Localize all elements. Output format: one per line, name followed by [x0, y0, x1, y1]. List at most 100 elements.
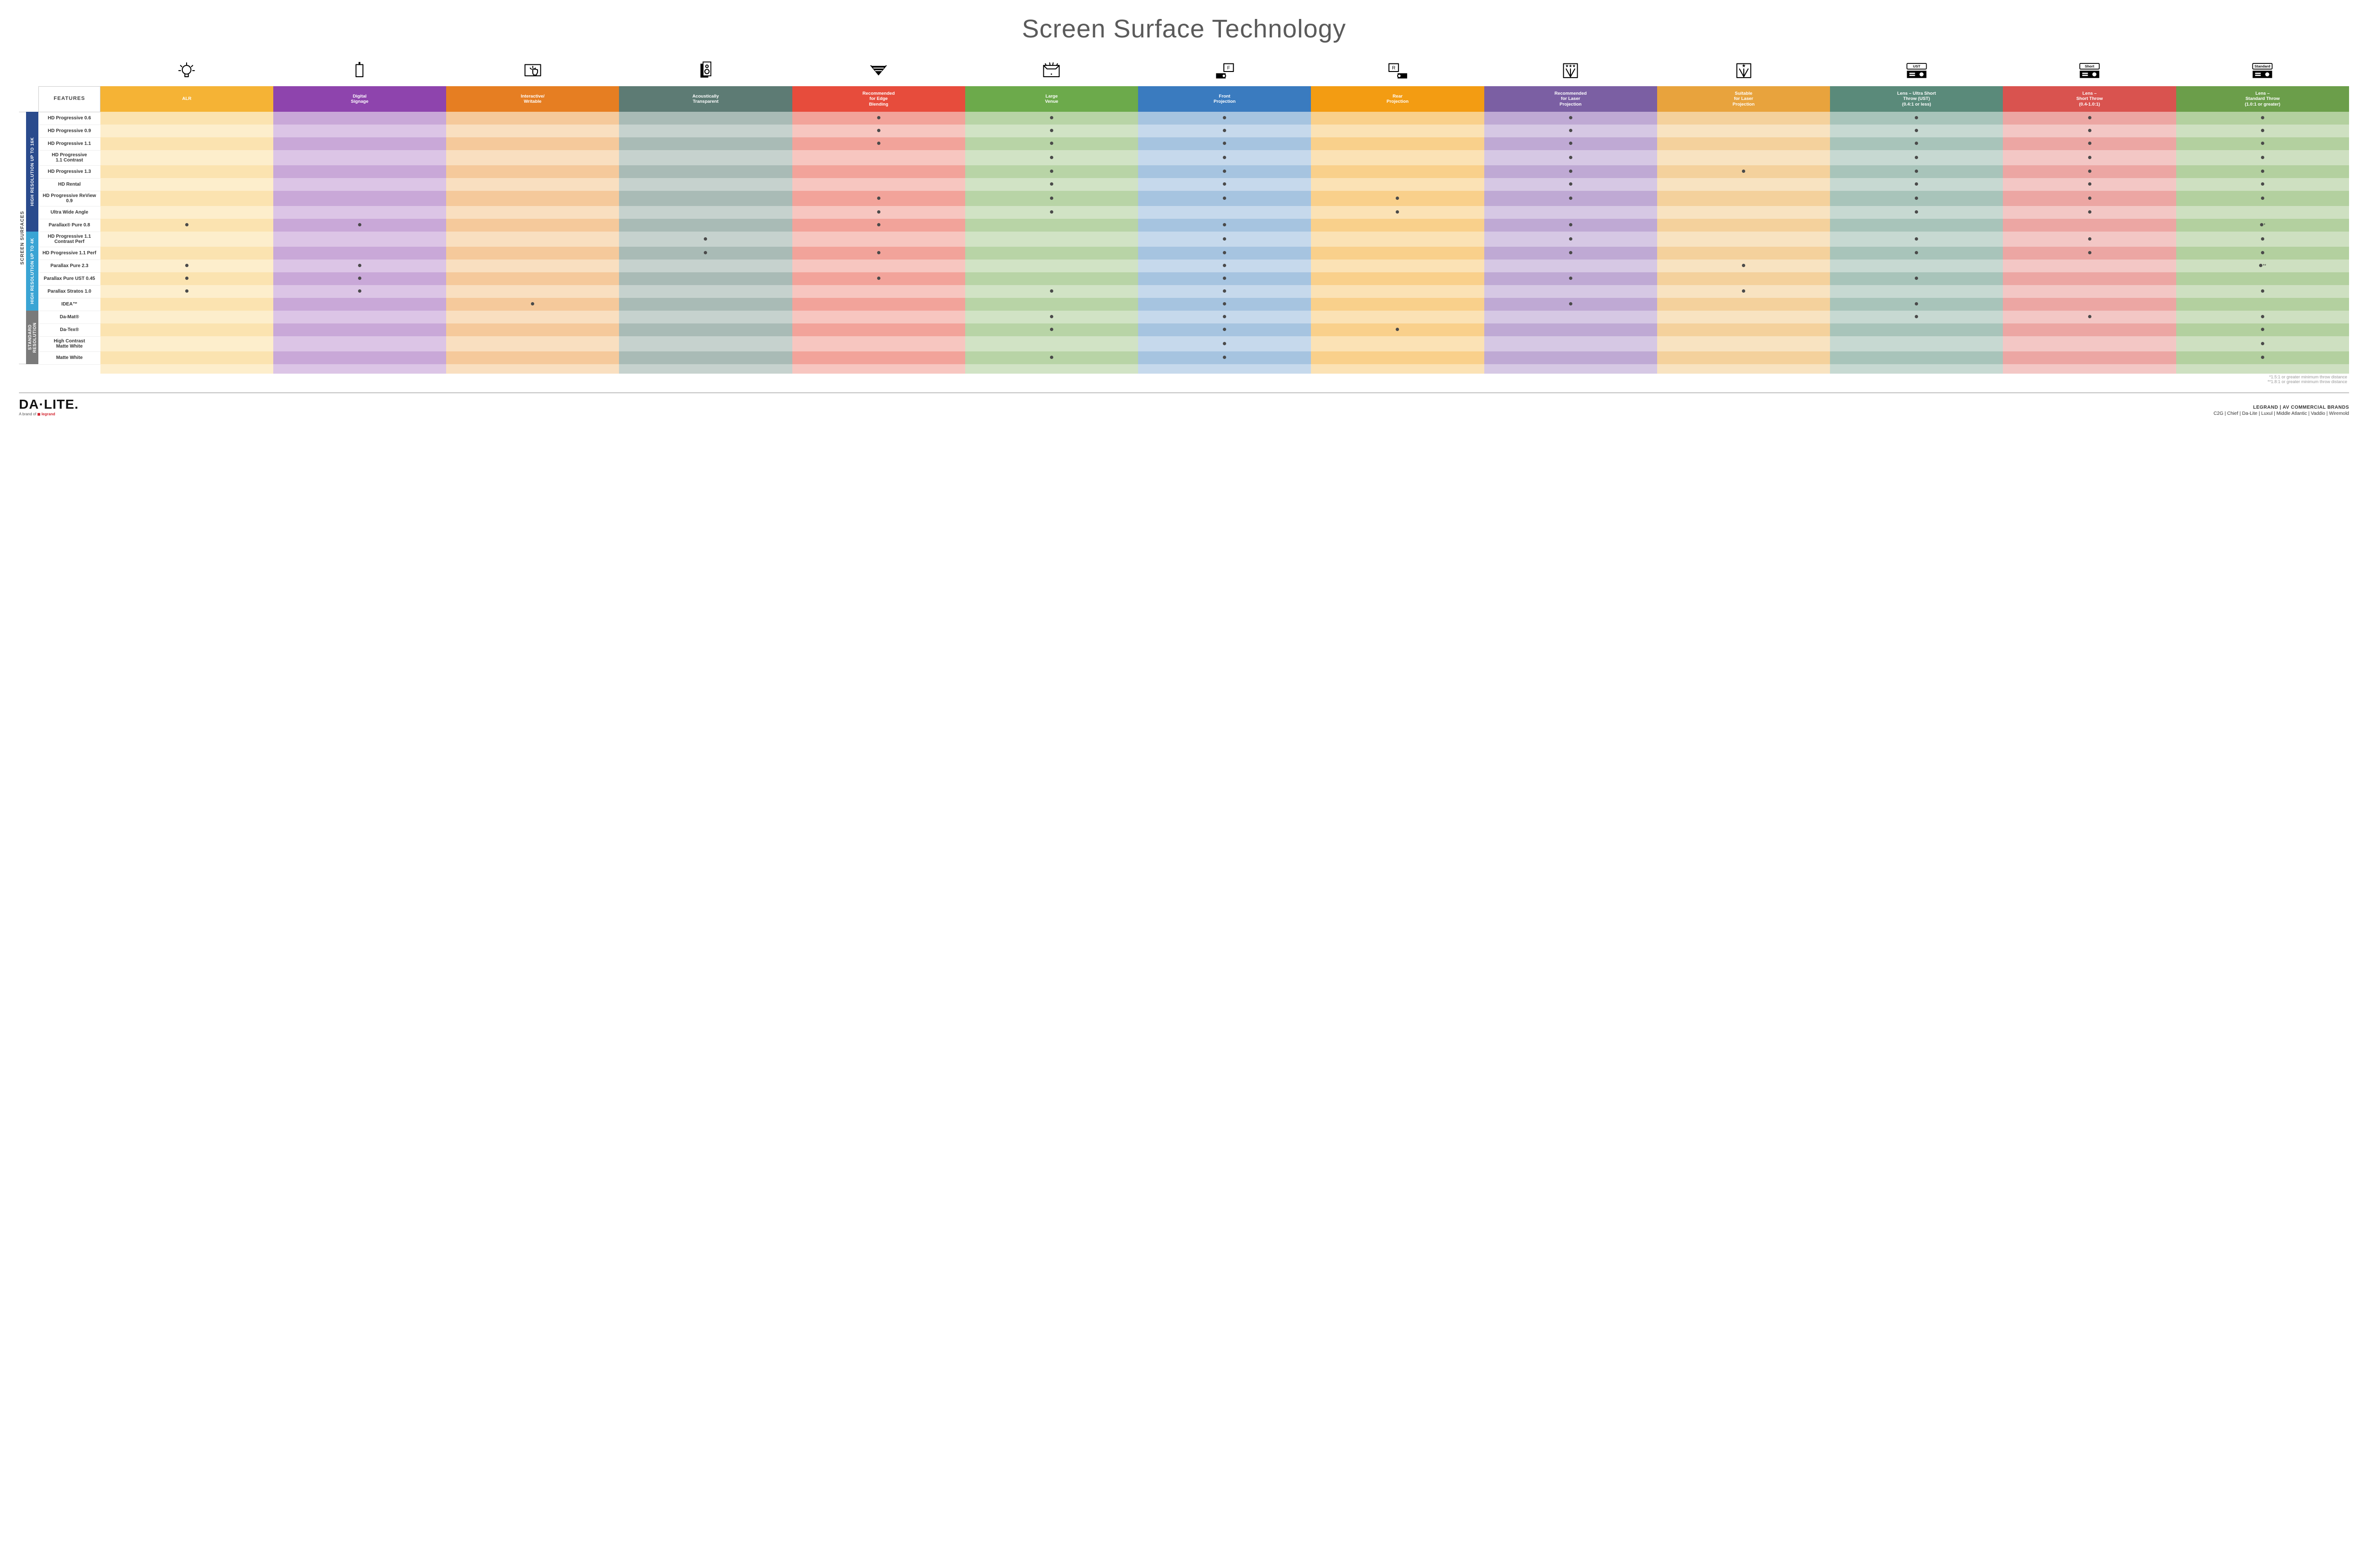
group-label-gstd: STANDARDRESOLUTION — [26, 311, 38, 364]
cell-std — [2176, 323, 2349, 336]
feature-dot — [2261, 328, 2264, 331]
feature-dot — [1050, 129, 1053, 132]
feature-dot — [1915, 129, 1918, 132]
feature-dot — [1569, 116, 1572, 119]
cell-front — [1138, 351, 1311, 364]
table-row: HD Progressive 1.1Contrast Perf — [39, 232, 2350, 247]
cell-ust — [1830, 219, 2003, 232]
group-label-g16k: HIGH RESOLUTION UP TO 16K — [26, 112, 38, 232]
footnote-line: **1.8:1 or greater minimum throw distanc… — [38, 379, 2347, 384]
feature-dot — [1223, 315, 1226, 318]
col-icon-front: F — [1138, 58, 1311, 86]
cell-large — [965, 336, 1138, 351]
cell-suitlaser — [1657, 298, 1830, 311]
col-icon-signage — [273, 58, 446, 86]
feature-dot — [2088, 170, 2091, 173]
cell-ust — [1830, 232, 2003, 247]
cell-rear — [1311, 298, 1484, 311]
cell-front — [1138, 150, 1311, 165]
feature-dot — [1050, 170, 1053, 173]
col-header-ust: Lens – Ultra ShortThrow (UST)(0.4:1 or l… — [1830, 86, 2003, 112]
footer-brand-list: C2G | Chief | Da-Lite | Luxul | Middle A… — [2214, 411, 2349, 416]
feature-dot — [2261, 182, 2264, 186]
cell-acoustic — [619, 247, 792, 260]
cell-acoustic — [619, 323, 792, 336]
row-label: HD Progressive1.1 Contrast — [39, 150, 100, 165]
cell-edge — [792, 219, 965, 232]
feature-dot — [1050, 356, 1053, 359]
cell-alr — [100, 260, 273, 272]
cell-alr — [100, 311, 273, 323]
table-row: HD Progressive 1.3 — [39, 165, 2350, 178]
feature-dot — [1915, 170, 1918, 173]
col-header-acoustic: AcousticallyTransparent — [619, 86, 792, 112]
cell-front — [1138, 137, 1311, 150]
col-header-alr: ALR — [100, 86, 273, 112]
cell-large — [965, 191, 1138, 206]
feature-dot — [1223, 223, 1226, 226]
cell-ust — [1830, 191, 2003, 206]
cell-alr — [100, 219, 273, 232]
cell-acoustic — [619, 165, 792, 178]
col-icon-alr — [100, 58, 273, 86]
cell-alr — [100, 285, 273, 298]
cell-std — [2176, 285, 2349, 298]
cell-signage — [273, 298, 446, 311]
cell-reclaser — [1484, 311, 1657, 323]
cell-short — [2003, 232, 2176, 247]
cell-alr — [100, 323, 273, 336]
cell-acoustic — [619, 285, 792, 298]
feature-dot — [2088, 116, 2091, 119]
feature-dot — [2088, 315, 2091, 318]
cell-ust — [1830, 298, 2003, 311]
cell-alr — [100, 351, 273, 364]
feature-dot — [2088, 237, 2091, 241]
cell-short — [2003, 336, 2176, 351]
cell-std — [2176, 351, 2349, 364]
cell-ust — [1830, 137, 2003, 150]
cell-edge — [792, 150, 965, 165]
col-icon-rear: R — [1311, 58, 1484, 86]
surface-feature-matrix: FR★★★★USTShortStandardFEATURESALRDigital… — [38, 58, 2349, 374]
feature-dot — [2088, 129, 2091, 132]
col-icon-interactive — [446, 58, 619, 86]
cell-front — [1138, 285, 1311, 298]
row-label: Matte White — [39, 351, 100, 364]
feature-dot — [1915, 302, 1918, 305]
feature-dot — [877, 251, 880, 254]
feature-dot — [2260, 223, 2263, 226]
cell-front — [1138, 298, 1311, 311]
cell-signage — [273, 285, 446, 298]
table-row: Parallax Pure 2.3** — [39, 260, 2350, 272]
cell-signage — [273, 272, 446, 285]
cell-acoustic — [619, 137, 792, 150]
cell-alr — [100, 137, 273, 150]
cell-acoustic — [619, 206, 792, 219]
cell-signage — [273, 260, 446, 272]
cell-front — [1138, 247, 1311, 260]
row-label: Parallax Pure UST 0.45 — [39, 272, 100, 285]
cell-acoustic — [619, 260, 792, 272]
feature-dot — [877, 142, 880, 145]
feature-dot — [358, 264, 361, 267]
cell-edge — [792, 351, 965, 364]
feature-dot — [1915, 197, 1918, 200]
cell-suitlaser — [1657, 165, 1830, 178]
cell-rear — [1311, 272, 1484, 285]
cell-edge — [792, 285, 965, 298]
feature-dot — [358, 277, 361, 280]
cell-reclaser — [1484, 125, 1657, 137]
cell-suitlaser — [1657, 219, 1830, 232]
cell-edge — [792, 178, 965, 191]
cell-rear — [1311, 285, 1484, 298]
cell-rear — [1311, 351, 1484, 364]
feature-dot — [185, 289, 188, 293]
cell-large — [965, 150, 1138, 165]
feature-dot — [2261, 116, 2264, 119]
feature-dot — [358, 289, 361, 293]
table-row: HD Rental — [39, 178, 2350, 191]
feature-dot — [1915, 315, 1918, 318]
cell-suitlaser — [1657, 232, 1830, 247]
cell-rear — [1311, 165, 1484, 178]
cell-acoustic — [619, 272, 792, 285]
